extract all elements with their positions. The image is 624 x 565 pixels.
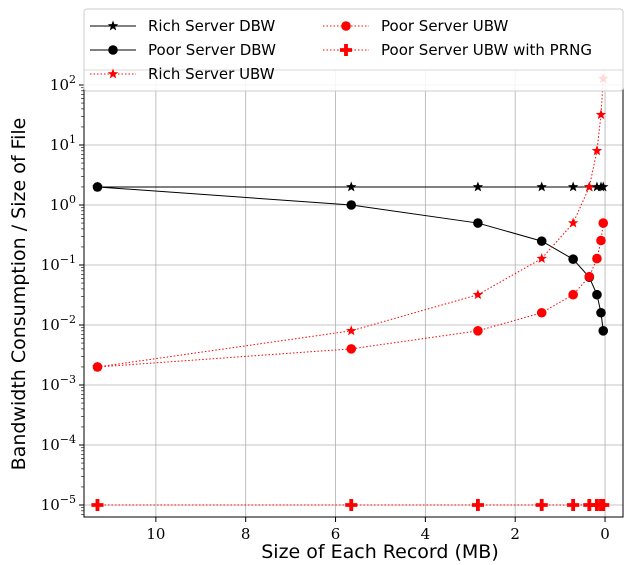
data-point <box>598 218 609 228</box>
data-point <box>472 289 484 300</box>
series-poor-server-ubw-with-prng <box>91 498 610 512</box>
y-tick-label: 101 <box>50 133 76 154</box>
x-tick-label: 8 <box>241 525 251 543</box>
y-tick-label: 10−1 <box>41 253 76 274</box>
legend-item: Poor Server DBW <box>90 41 276 59</box>
data-point <box>583 498 596 512</box>
x-axis-ticks: 10 8 6 4 2 0 <box>146 517 610 543</box>
data-point <box>596 235 606 246</box>
x-tick-label: 10 <box>146 525 165 543</box>
data-point <box>584 271 595 282</box>
legend-marker <box>339 43 353 57</box>
data-point <box>596 307 606 318</box>
data-point <box>536 253 547 264</box>
data-point <box>536 236 547 246</box>
x-tick-label: 4 <box>421 525 431 543</box>
data-point <box>92 182 103 192</box>
data-point <box>597 498 610 512</box>
legend-item: Rich Server UBW <box>90 65 275 83</box>
grid-lines <box>84 70 623 517</box>
data-point <box>473 326 483 336</box>
legend-marker <box>341 21 351 31</box>
series-layer <box>91 73 610 512</box>
data-point <box>567 217 579 228</box>
x-tick-label: 6 <box>331 525 341 543</box>
legend-label: Rich Server UBW <box>148 65 275 83</box>
data-point <box>568 289 578 300</box>
y-tick-label: 10−4 <box>41 433 76 454</box>
data-point <box>584 181 595 192</box>
data-point <box>598 181 609 192</box>
plot-frame <box>83 69 624 518</box>
legend-item: Poor Server UBW with PRNG <box>323 41 592 59</box>
legend-item: Poor Server UBW <box>323 17 508 35</box>
legend-label: Poor Server UBW <box>381 17 508 35</box>
data-point <box>568 254 578 264</box>
data-point <box>346 200 357 210</box>
data-point <box>536 181 547 192</box>
legend-label: Poor Server DBW <box>148 41 276 59</box>
data-point <box>345 498 358 512</box>
data-point <box>591 145 603 156</box>
series-rich-server-ubw <box>92 73 609 372</box>
y-tick-label: 10−5 <box>41 493 76 514</box>
data-point <box>472 181 484 192</box>
legend-box <box>83 8 624 92</box>
y-tick-label: 100 <box>50 193 76 214</box>
data-point <box>92 362 103 372</box>
data-point <box>592 289 602 300</box>
series-line <box>97 78 604 368</box>
legend-marker <box>107 68 119 79</box>
data-point <box>595 109 607 120</box>
data-point <box>536 307 547 318</box>
legend-marker <box>107 20 119 31</box>
data-point <box>598 326 609 336</box>
x-tick-label: 2 <box>510 525 520 543</box>
x-tick-label: 0 <box>600 525 610 543</box>
legend-label: Rich Server DBW <box>148 17 275 35</box>
data-point <box>346 181 357 192</box>
legend-marker <box>108 45 118 55</box>
y-axis-ticks: 102 101 100 10−1 10−2 10−3 10−4 10−5 <box>41 73 84 515</box>
data-point <box>473 218 483 228</box>
data-point <box>567 181 579 192</box>
y-tick-label: 102 <box>50 73 76 94</box>
data-point <box>346 344 357 354</box>
x-axis-label: Size of Each Record (MB) <box>261 541 499 563</box>
data-point <box>592 253 602 264</box>
data-point <box>471 498 484 512</box>
legend-item: Rich Server DBW <box>90 17 275 35</box>
data-point <box>91 498 104 512</box>
y-axis-label: Bandwidth Consumption / Size of File <box>8 118 30 471</box>
legend-label: Poor Server UBW with PRNG <box>381 41 592 59</box>
data-point <box>567 498 580 512</box>
data-point <box>535 498 548 512</box>
y-tick-label: 10−3 <box>41 373 76 394</box>
series-poor-server-ubw <box>92 218 609 372</box>
data-point <box>591 181 603 192</box>
data-point <box>346 325 357 336</box>
legend: Rich Server DBW Poor Server DBW Rich Serve… <box>83 8 624 92</box>
series-rich-server-dbw <box>92 181 609 192</box>
y-tick-label: 10−2 <box>41 313 76 334</box>
